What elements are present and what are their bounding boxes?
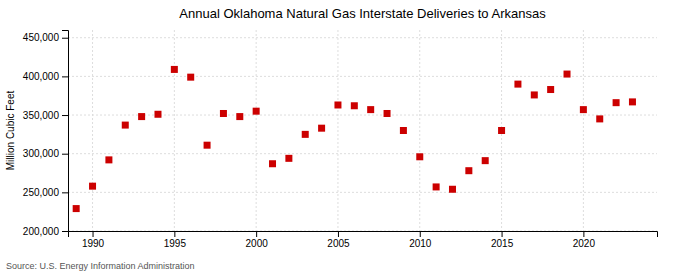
point <box>580 106 587 113</box>
y-tick-label: 450,000 <box>23 32 60 43</box>
x-tick-mark <box>174 231 175 237</box>
point <box>236 113 243 120</box>
y-tick-label: 250,000 <box>23 187 60 198</box>
x-tick-label: 2020 <box>573 238 596 249</box>
x-tick-mark <box>256 231 257 237</box>
grid-line-x <box>419 30 420 231</box>
x-tick-mark <box>338 231 339 237</box>
point <box>171 66 178 73</box>
grid-line-y <box>68 192 657 193</box>
x-tick-label: 1995 <box>164 238 187 249</box>
grid-line-x <box>583 30 584 231</box>
x-axis: 1990 1995 2000 2005 2010 2015 2020 <box>69 231 658 249</box>
grid-line-x <box>256 30 257 231</box>
x-tick-label: 1990 <box>82 238 105 249</box>
y-tick: 450,000 <box>23 32 68 43</box>
grid <box>68 30 657 231</box>
x-tick-mark <box>583 231 584 237</box>
point <box>89 183 96 190</box>
y-tick-mark <box>62 154 68 155</box>
x-tick: 2000 <box>246 231 269 249</box>
x-tick: 2015 <box>491 231 514 249</box>
y-axis-title: Million Cubic Feet <box>5 91 16 171</box>
point <box>122 122 129 129</box>
point <box>449 186 456 193</box>
point <box>433 183 440 190</box>
y-axis-line <box>62 31 69 232</box>
point <box>629 98 636 105</box>
point <box>384 110 391 117</box>
point <box>596 115 603 122</box>
point <box>253 108 260 115</box>
y-tick-mark <box>62 231 68 232</box>
x-axis-line <box>69 232 658 238</box>
point <box>187 74 194 81</box>
x-tick-mark <box>502 231 503 237</box>
y-tick: 350,000 <box>23 110 68 121</box>
grid-line-x <box>337 30 338 231</box>
point <box>564 71 571 78</box>
chart: 1990 1995 2000 2005 2010 2015 2020 200,000 250,0… <box>0 0 675 275</box>
grid-line-x <box>92 30 93 231</box>
point <box>318 125 325 132</box>
y-tick-label: 200,000 <box>23 226 60 237</box>
title: Annual Oklahoma Natural Gas Interstate D… <box>179 6 546 21</box>
point <box>138 113 145 120</box>
point <box>547 86 554 93</box>
point <box>514 81 521 88</box>
y-tick-mark <box>62 76 68 77</box>
point <box>334 101 341 108</box>
y-tick-mark <box>62 115 68 116</box>
plot-area: 1990 1995 2000 2005 2010 2015 2020 200,000 250,0… <box>23 30 658 249</box>
point <box>204 142 211 149</box>
grid-line-y <box>68 37 657 38</box>
point <box>367 106 374 113</box>
y-tick: 300,000 <box>23 148 68 159</box>
x-tick-mark <box>93 231 94 237</box>
x-tick-label: 2015 <box>491 238 514 249</box>
point <box>465 167 472 174</box>
point <box>285 155 292 162</box>
point <box>531 91 538 98</box>
y-tick-label: 350,000 <box>23 110 60 121</box>
x-tick-mark <box>420 231 421 237</box>
point <box>498 127 505 134</box>
x-tick: 2005 <box>327 231 350 249</box>
point <box>220 110 227 117</box>
point <box>154 111 161 118</box>
point <box>105 156 112 163</box>
point <box>416 153 423 160</box>
x-tick: 1995 <box>164 231 187 249</box>
x-tick-label: 2010 <box>409 238 432 249</box>
source-note: Source: U.S. Energy Information Administ… <box>6 261 195 271</box>
x-tick-label: 2000 <box>246 238 269 249</box>
point <box>73 205 80 212</box>
y-tick-mark <box>62 192 68 193</box>
x-tick: 2010 <box>409 231 432 249</box>
point <box>400 127 407 134</box>
y-tick: 200,000 <box>23 226 68 237</box>
x-tick-label: 2005 <box>327 238 350 249</box>
points <box>73 66 636 212</box>
x-tick: 1990 <box>82 231 105 249</box>
y-tick-label: 300,000 <box>23 148 60 159</box>
point <box>613 99 620 106</box>
point <box>351 102 358 109</box>
point <box>302 131 309 138</box>
y-axis: 200,000 250,000 300,000 350,000 400,000 450,0… <box>23 31 69 237</box>
grid-line-y <box>68 153 657 154</box>
y-tick: 400,000 <box>23 71 68 82</box>
y-tick-label: 400,000 <box>23 71 60 82</box>
grid-line-x <box>174 30 175 231</box>
point <box>482 157 489 164</box>
x-tick: 2020 <box>573 231 596 249</box>
y-tick: 250,000 <box>23 187 68 198</box>
point <box>269 160 276 167</box>
y-tick-mark <box>62 38 68 39</box>
